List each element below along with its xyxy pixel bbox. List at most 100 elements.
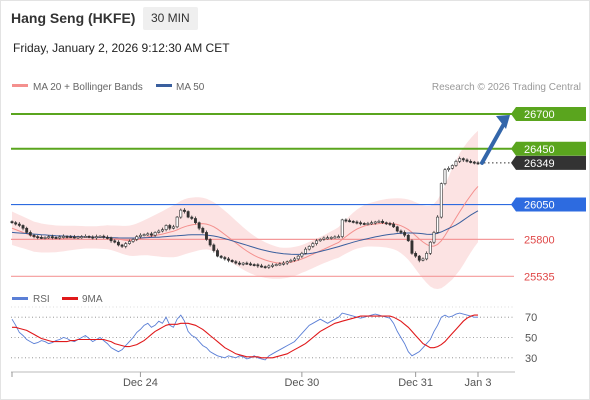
candle xyxy=(164,224,168,232)
candle xyxy=(28,230,32,237)
candle xyxy=(359,220,363,226)
x-tick-label: Dec 24 xyxy=(123,377,158,389)
candle-body-up xyxy=(450,165,454,169)
candle-body-down xyxy=(219,255,223,258)
candle xyxy=(186,210,190,219)
candle-body-up xyxy=(296,255,300,260)
candle-body-down xyxy=(54,237,58,239)
candle-body-down xyxy=(208,239,212,246)
candle-body-down xyxy=(72,236,76,239)
candle xyxy=(388,221,392,227)
candle xyxy=(362,222,366,226)
candle xyxy=(208,238,212,247)
candle xyxy=(311,242,315,249)
bollinger-band-area xyxy=(12,130,478,289)
candle xyxy=(344,218,348,223)
candle-body-up xyxy=(164,225,168,230)
legend-label-rsi: RSI xyxy=(33,294,50,305)
candle-body-down xyxy=(21,225,25,229)
candle xyxy=(417,255,421,263)
x-tick-label: Dec 31 xyxy=(398,377,433,389)
candle-body-down xyxy=(116,241,120,246)
candle xyxy=(260,263,263,268)
candle xyxy=(146,232,150,236)
candle-body-up xyxy=(80,236,84,239)
candle-body-up xyxy=(124,243,128,247)
candle xyxy=(315,238,318,246)
candle-body-up xyxy=(293,258,296,261)
candle xyxy=(216,248,219,258)
candle-body-up xyxy=(271,264,274,267)
candle-body-down xyxy=(50,236,54,239)
candle-body-down xyxy=(230,260,234,262)
rsi-panel: 30 50 70 xyxy=(11,306,537,365)
candle-body-down xyxy=(359,222,363,225)
candle xyxy=(285,260,289,266)
candle xyxy=(179,208,183,219)
candle xyxy=(153,231,157,238)
candle-body-down xyxy=(263,266,267,269)
candle xyxy=(263,265,267,269)
candle-body-down xyxy=(403,232,407,236)
candle xyxy=(428,241,432,256)
candle xyxy=(138,233,142,239)
candle-body-down xyxy=(227,258,230,261)
candle-body-up xyxy=(157,230,161,233)
candle xyxy=(76,235,80,239)
candle-body-down xyxy=(252,264,256,266)
candle-body-down xyxy=(388,223,392,225)
legend-swatch-9ma xyxy=(62,297,78,300)
candle-body-up xyxy=(370,222,374,225)
candle-body-down xyxy=(392,223,396,228)
candle-body-down xyxy=(406,234,410,242)
candle-body-up xyxy=(179,209,183,218)
candle xyxy=(381,219,385,225)
candle xyxy=(197,221,201,231)
candle-body-up xyxy=(366,223,370,225)
candle xyxy=(293,256,296,262)
candle-body-down xyxy=(205,232,208,240)
candle xyxy=(348,218,352,223)
level-label-26349: 26349 xyxy=(524,158,555,170)
candle xyxy=(234,260,238,265)
candle xyxy=(43,236,47,240)
candle xyxy=(282,261,285,266)
candle-body-down xyxy=(399,230,403,233)
x-tick-label: Jan 3 xyxy=(465,377,492,389)
candle xyxy=(256,263,260,268)
candle xyxy=(238,261,241,266)
candle xyxy=(58,235,62,240)
candle xyxy=(373,220,377,225)
candle-body-down xyxy=(461,158,465,161)
candle-body-down xyxy=(381,220,385,223)
candle-body-down xyxy=(87,236,91,238)
candle xyxy=(425,251,429,261)
candle xyxy=(274,263,278,267)
candle-body-down xyxy=(65,236,69,238)
candle-body-down xyxy=(260,265,263,268)
candle-body-up xyxy=(289,260,293,262)
candle xyxy=(116,240,120,247)
candle-body-up xyxy=(146,233,150,236)
candle-body-down xyxy=(472,161,476,164)
candle-body-down xyxy=(410,240,414,254)
timeframe-badge[interactable]: 30 MIN xyxy=(143,7,198,30)
x-axis: Dec 24 Dec 30 Dec 31 Jan 3 xyxy=(11,371,515,389)
candle-body-up xyxy=(127,241,131,244)
candle xyxy=(161,227,164,233)
legend-swatch-ma50 xyxy=(156,84,172,87)
candle-body-up xyxy=(315,240,318,244)
candle xyxy=(21,224,25,231)
candle-body-up xyxy=(76,236,80,239)
candle-body-up xyxy=(432,232,436,243)
candle xyxy=(450,164,454,170)
candle-body-down xyxy=(17,223,21,226)
candle xyxy=(83,234,87,238)
candle-body-down xyxy=(417,255,421,261)
candle-body-up xyxy=(278,263,282,266)
candle xyxy=(183,208,186,214)
candle-body-down xyxy=(10,221,14,224)
level-tag-26450 xyxy=(511,141,586,156)
candle-body-down xyxy=(14,222,18,225)
candle xyxy=(223,255,227,261)
